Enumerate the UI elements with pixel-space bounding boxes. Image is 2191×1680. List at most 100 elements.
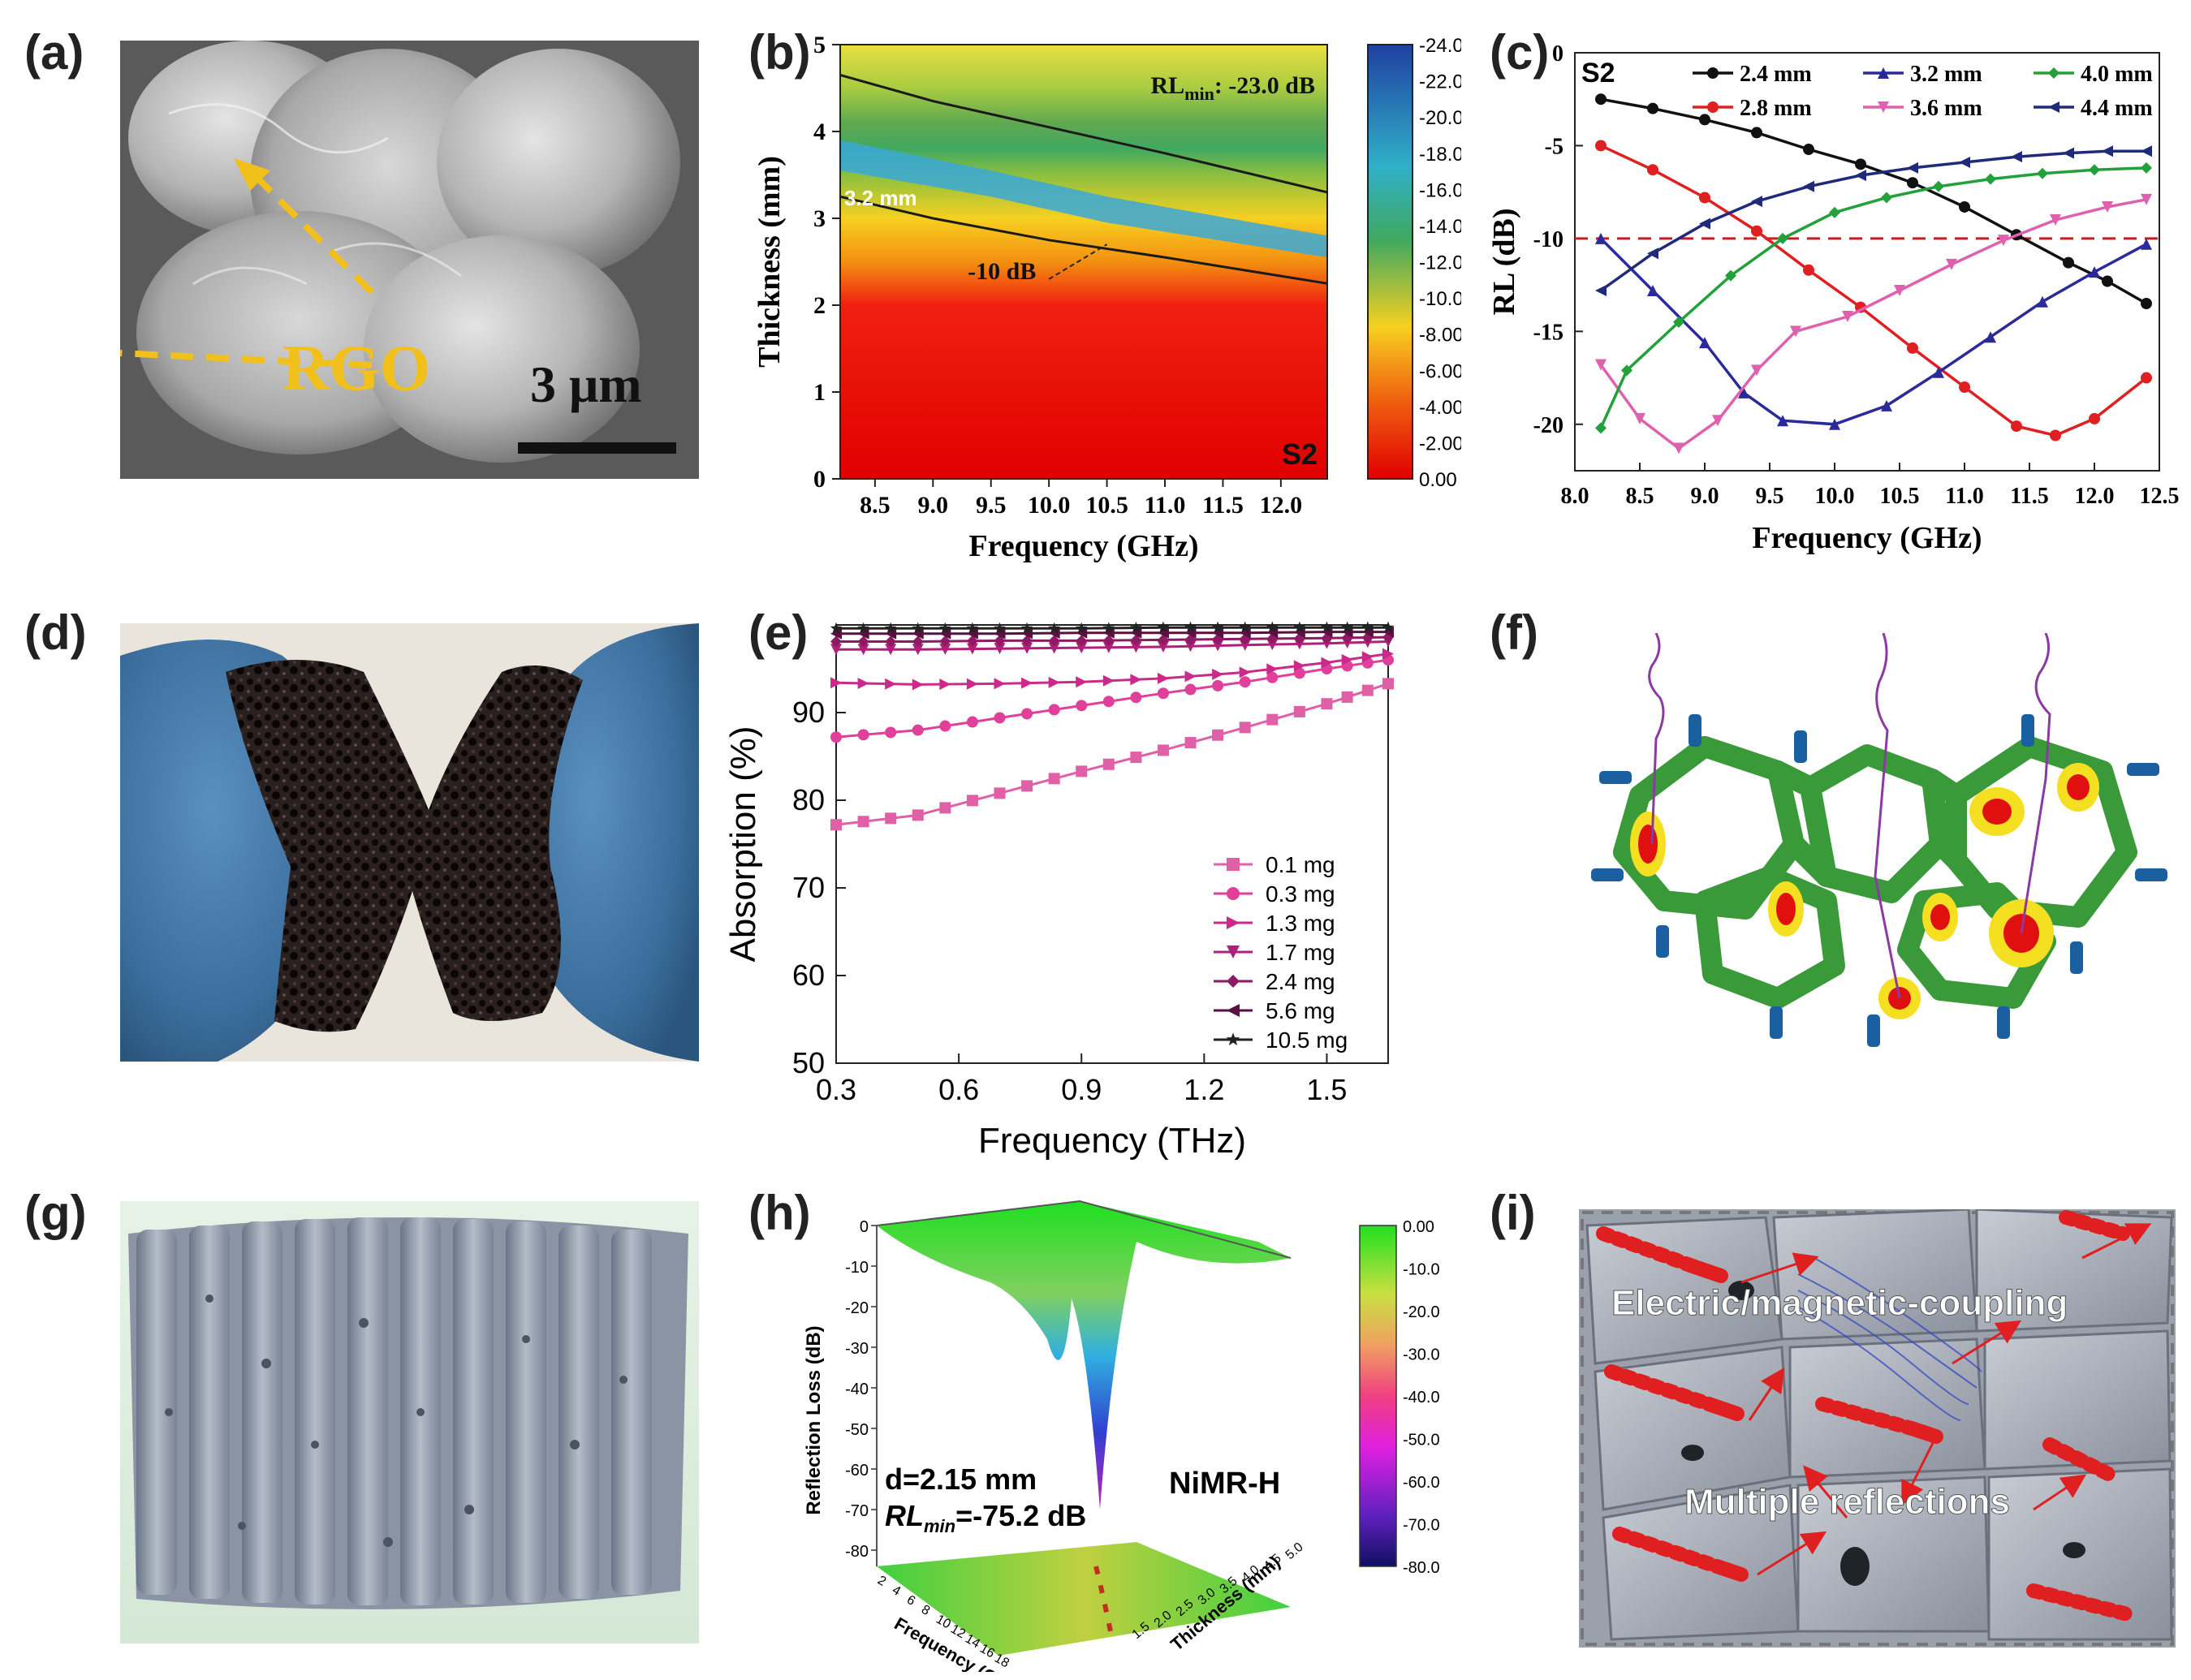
chart-h-svg: 0 -10 -20 -30 -40 -50 -60 -70 -80 Reflection Loss… (803, 1200, 1440, 1680)
b-contour-arrow (1048, 243, 1108, 280)
e-data-point (1321, 657, 1333, 669)
h-ztick: -60 (845, 1462, 869, 1480)
h-rlmin-label: RLmin=-75.2 dB (885, 1499, 1086, 1536)
c-data-point (2063, 147, 2074, 159)
b-xtick: 10.5 (1085, 492, 1128, 519)
e-data-point (1048, 627, 1060, 640)
chart-e-svg: 0.3 0.6 0.9 1.2 1.5 50 60 70 80 90 Frequency (THz)… (723, 621, 1395, 1161)
c-data-point (2141, 238, 2152, 250)
c-xtick: 12.5 (2140, 484, 2180, 509)
e-data-point (1102, 674, 1115, 687)
e-ytick: 50 (792, 1046, 825, 1079)
e-legend-label: 5.6 mg (1266, 998, 1335, 1023)
e-legend-label: 0.1 mg (1266, 852, 1335, 877)
e-data-point (857, 678, 869, 689)
b-contour-label: -10 dB (968, 258, 1036, 285)
e-legend-marker (1227, 858, 1240, 871)
c-xtick: 8.5 (1626, 484, 1654, 509)
e-data-point (1048, 642, 1060, 654)
b-colorbar-tick: -14.0 (1419, 216, 1461, 238)
b-colorbar-tick: 0.00 (1419, 469, 1457, 491)
h-ztick: -30 (845, 1340, 869, 1358)
e-data-point (1361, 631, 1374, 644)
chart-e: 0.3 0.6 0.9 1.2 1.5 50 60 70 80 90 Frequency (THz)… (698, 601, 1445, 1185)
h-surface (877, 1201, 1291, 1510)
c-data-point (1907, 342, 1918, 354)
c-xtick: 11.0 (1945, 484, 1983, 509)
e-series-line (835, 653, 1389, 686)
c-data-point (1673, 316, 1684, 328)
e-data-point (857, 816, 869, 828)
c-legend-label: 3.2 mm (1910, 62, 1982, 87)
c-data-point (1595, 140, 1607, 152)
c-data-point (1803, 264, 1814, 276)
e-data-point (1021, 708, 1033, 720)
sem-image: RGO 3 μm (119, 41, 699, 479)
e-data-point (1361, 651, 1374, 663)
e-data-point (1266, 671, 1279, 683)
e-data-point (830, 622, 843, 634)
c-xtick: 11.5 (2010, 484, 2048, 509)
h-floor-projection (877, 1542, 1291, 1656)
c-data-point (1777, 232, 1788, 244)
e-data-point (1382, 626, 1394, 638)
c-data-point (1998, 235, 2009, 247)
e-data-point (1239, 666, 1251, 678)
e-data-point (830, 677, 842, 689)
b-xtick: 11.5 (1202, 492, 1244, 519)
chart-c-svg: 8.0 8.5 9.0 9.5 10.0 10.5 11.0 11.5 12.0 12.5 0 -5 -… (1487, 41, 2180, 555)
c-data-point (1738, 386, 1749, 398)
e-xtick: 1.5 (1306, 1073, 1347, 1106)
panel-label-i: (i) (1490, 1186, 1536, 1240)
e-data-point (830, 731, 842, 743)
h-colorbar-tick: -80.0 (1403, 1559, 1440, 1577)
b-colorbar-tick: -12.0 (1419, 252, 1461, 274)
e-data-point (857, 729, 869, 741)
c-legend-marker (2048, 101, 2059, 113)
e-data-point (885, 812, 897, 825)
e-data-point (1382, 678, 1394, 690)
c-sample-label: S2 (1581, 58, 1615, 88)
c-data-point (1595, 93, 1607, 106)
e-data-point (1341, 626, 1353, 638)
c-data-point (1595, 284, 1607, 296)
e-data-point (1157, 744, 1169, 756)
b-xtick: 9.5 (976, 492, 1007, 519)
e-data-point (1293, 632, 1305, 644)
h-zlabel: Reflection Loss (dB) (803, 1325, 825, 1514)
e-data-point (1361, 684, 1374, 696)
b-ytick: 3 (813, 205, 826, 232)
b-ylabel: Thickness (mm) (753, 156, 787, 368)
c-data-point (1894, 284, 1905, 296)
b-colorbar-tick: -6.00 (1419, 360, 1461, 382)
c-data-point (1647, 164, 1658, 176)
c-data-point (1829, 206, 1840, 218)
sem-image-panel: RGO 3 μm (119, 41, 699, 479)
c-xtick: 9.5 (1756, 484, 1784, 509)
e-data-point (994, 787, 1006, 799)
h-ztick: -50 (845, 1421, 869, 1439)
h-colorbar-tick: -40.0 (1403, 1389, 1440, 1406)
e-data-point (1048, 676, 1060, 688)
contour-upper-line (839, 73, 1328, 194)
e-data-point (1021, 780, 1033, 792)
h-freq-tick: 6 (904, 1593, 917, 1609)
c-ytick: -20 (1533, 413, 1563, 438)
h-floor-contour (1093, 1566, 1115, 1640)
e-data-point (1239, 676, 1251, 688)
e-data-point (1076, 676, 1088, 688)
e-data-point (1020, 622, 1033, 634)
e-xlabel: Frequency (THz) (978, 1121, 1246, 1161)
e-data-point (857, 622, 869, 634)
h-colorbar-tick: 0.00 (1403, 1218, 1434, 1236)
c-data-point (2141, 162, 2152, 174)
e-data-point (1076, 635, 1088, 647)
c-data-point (2141, 298, 2152, 309)
c-data-point (2063, 256, 2074, 269)
e-data-point (885, 644, 897, 656)
c-data-point (2011, 151, 2022, 163)
c-data-point (2102, 275, 2113, 287)
lattice-panel (1542, 632, 2176, 1071)
b-colorbar-tick: -24.0 (1419, 35, 1461, 57)
e-data-point (1266, 663, 1279, 675)
